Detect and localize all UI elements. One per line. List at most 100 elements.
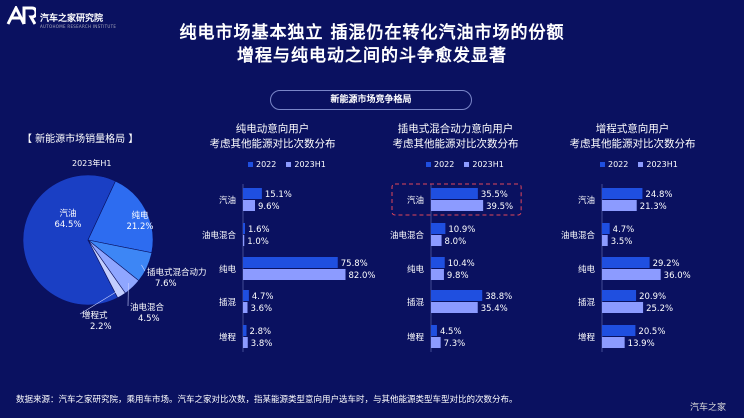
- legend-item-2023h1: 2023H1: [638, 160, 678, 169]
- bar-category-label: 插混: [219, 297, 237, 308]
- bar-2023H1-汽油: [431, 200, 484, 211]
- bar-2023H1-增程: [243, 337, 248, 348]
- bar-category-label: 油电混合: [561, 230, 596, 241]
- bar-value-label: 7.3%: [444, 339, 466, 349]
- bar-value-label: 36.0%: [664, 271, 691, 281]
- bar-value-label: 3.6%: [251, 304, 273, 314]
- bar-chart-2-title: 插电式混合动力意向用户 考虑其他能源对比次数分布: [368, 122, 543, 152]
- bar-2023H1-增程: [431, 337, 441, 348]
- bar-2023H1-增程: [602, 337, 625, 348]
- bar-2023H1-油电混合: [602, 235, 608, 246]
- legend-label-2023h1: 2023H1: [472, 160, 504, 169]
- page-title-line2: 增程与纯电动之间的斗争愈发显著: [237, 46, 507, 66]
- bar-2023H1-插混: [431, 302, 478, 313]
- bar-2022-油电混合: [602, 223, 610, 234]
- pie-slice-value-3: 4.5%: [138, 314, 160, 324]
- bar-value-label: 25.2%: [646, 304, 673, 314]
- bar-2022-增程: [431, 325, 437, 336]
- bar-category-label: 纯电: [219, 264, 237, 275]
- bar-value-label: 9.6%: [258, 202, 280, 212]
- bar-chart-1-title-line1: 纯电动意向用户: [235, 123, 310, 135]
- bar-value-label: 35.4%: [481, 304, 508, 314]
- market-title: 【 新能源市场销量格局 】: [22, 134, 139, 145]
- bar-chart-3-title-line1: 增程式意向用户: [595, 123, 670, 135]
- bar-value-label: 8.0%: [445, 237, 467, 247]
- legend-swatch-2023h1: [464, 162, 470, 167]
- bar-value-label: 29.2%: [653, 259, 680, 269]
- bar-chart-3-title-line2: 考虑其他能源对比次数分布: [569, 138, 696, 150]
- bar-value-label: 2.8%: [250, 327, 272, 337]
- watermark: 汽车之家: [690, 403, 727, 413]
- bar-category-label: 增程: [407, 332, 425, 343]
- bar-2023H1-汽油: [602, 200, 637, 211]
- legend-swatch-2022: [248, 162, 253, 167]
- bar-value-label: 35.5%: [481, 190, 508, 200]
- page-title-line1: 纯电市场基本独立 插混仍在转化汽油市场的份额: [179, 23, 565, 43]
- bar-chart-3-title: 增程式意向用户 考虑其他能源对比次数分布: [545, 122, 720, 152]
- bar-2022-插混: [431, 290, 483, 301]
- bar-2022-纯电: [243, 257, 338, 268]
- bar-2023H1-油电混合: [431, 235, 442, 246]
- brand-logo-icon: [6, 4, 38, 25]
- bar-category-label: 插混: [407, 297, 425, 308]
- pie-slice-value-1: 21.2%: [126, 222, 153, 232]
- bar-2023H1-插混: [243, 302, 248, 313]
- bar-2022-增程: [243, 325, 247, 336]
- bar-category-label: 油电混合: [202, 230, 237, 241]
- bar-value-label: 4.5%: [440, 327, 462, 337]
- pie-slice-label-0: 汽油: [59, 208, 76, 219]
- pie-slice-1: [87, 180, 154, 254]
- bar-value-label: 13.9%: [628, 339, 655, 349]
- bar-value-label: 24.8%: [645, 190, 672, 200]
- bar-chart-2-title-line2: 考虑其他能源对比次数分布: [392, 138, 519, 150]
- bar-2023H1-汽油: [243, 200, 255, 211]
- pie-slice-0: [22, 174, 119, 306]
- pie-slice-label-4: 增程式: [82, 310, 108, 321]
- legend-item-2022: 2022: [248, 160, 276, 169]
- legend-label-2023h1: 2023H1: [294, 160, 326, 169]
- pie-slice-value-2: 7.6%: [155, 279, 177, 289]
- bar-value-label: 10.9%: [448, 225, 475, 235]
- highlight-box: [391, 183, 522, 216]
- bar-2023H1-插混: [602, 302, 644, 313]
- bar-value-label: 21.3%: [640, 202, 667, 212]
- legend-item-2022: 2022: [426, 160, 454, 169]
- brand-logo: 汽车之家研究院 AUTOHOME RESEARCH INSTITUTE: [6, 4, 116, 30]
- bar-2022-汽油: [602, 188, 643, 199]
- bar-chart-2-title-line1: 插电式混合动力意向用户: [397, 123, 514, 135]
- bar-value-label: 1.0%: [247, 237, 269, 247]
- bar-2022-油电混合: [431, 223, 446, 234]
- legend-swatch-2022: [600, 162, 605, 167]
- bar-2023H1-纯电: [243, 269, 346, 280]
- bar-category-label: 增程: [219, 332, 237, 343]
- bar-category-label: 增程: [578, 332, 596, 343]
- pie-slice-4: [87, 239, 126, 299]
- pie-slice-value-4: 2.2%: [90, 322, 112, 332]
- pie-slice-label-3: 油电混合: [130, 302, 165, 313]
- bar-chart-1-title: 纯电动意向用户 考虑其他能源对比次数分布: [185, 122, 360, 152]
- bar-value-label: 4.7%: [613, 225, 635, 235]
- legend-label-2022: 2022: [434, 160, 455, 169]
- legend-item-2023h1: 2023H1: [286, 160, 326, 169]
- pie-leader-line-4: [79, 290, 119, 315]
- bar-value-label: 1.6%: [248, 225, 270, 235]
- bar-2022-纯电: [431, 257, 445, 268]
- bar-category-label: 纯电: [407, 264, 425, 275]
- bar-chart-3-legend: 2022 2023H1: [600, 160, 678, 169]
- legend-label-2022: 2022: [256, 160, 277, 169]
- bar-value-label: 39.5%: [486, 202, 513, 212]
- bar-value-label: 3.8%: [251, 339, 273, 349]
- brand-subtitle: AUTOHOME RESEARCH INSTITUTE: [40, 24, 117, 29]
- bar-2023H1-油电混合: [243, 235, 245, 246]
- bar-value-label: 38.8%: [485, 292, 512, 302]
- bar-value-label: 20.5%: [638, 327, 665, 337]
- pie-slice-label-1: 纯电: [131, 210, 149, 221]
- legend-swatch-2022: [426, 162, 431, 167]
- bar-2022-增程: [602, 325, 636, 336]
- pie-slice-label-2: 插电式混合动力: [147, 267, 207, 278]
- source-note: 数据来源：汽车之家研究院，乘用车市场。汽车之家对比次数，指某能源类型意向用户选车…: [16, 395, 518, 405]
- legend-swatch-2023h1: [638, 162, 644, 167]
- bar-value-label: 9.8%: [447, 271, 469, 281]
- bar-value-label: 15.1%: [265, 190, 292, 200]
- bar-category-label: 汽油: [578, 195, 595, 206]
